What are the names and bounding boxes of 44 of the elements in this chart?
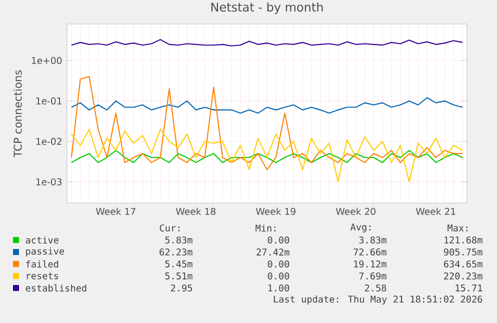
text: 5.83m <box>165 236 192 244</box>
text: Avg: <box>350 224 370 232</box>
text: 121.68m <box>444 236 482 244</box>
text: Last update: Thu May 21 18:51:02 2026 <box>274 295 482 305</box>
text: 220.23m <box>444 272 482 280</box>
text: 2.58 <box>364 284 386 292</box>
legend-label: active <box>26 236 58 244</box>
text: 5.45m <box>165 260 192 268</box>
text: 72.66m <box>354 248 386 256</box>
text: 7.69m <box>359 272 386 280</box>
line-series <box>70 76 464 170</box>
legend-label: resets <box>26 272 58 280</box>
text: 0.00 <box>268 260 290 268</box>
text: 19.12m <box>354 260 386 268</box>
text: 0.00 <box>268 236 290 244</box>
x-tick-label: Week 20 <box>336 208 376 215</box>
text: 62.23m <box>160 248 192 256</box>
text: 3.83m <box>359 236 386 244</box>
text: Min: <box>256 224 276 232</box>
legend-label: passive <box>26 247 64 257</box>
chart-title: Netstat - by month <box>211 2 323 14</box>
y-tick-label: 1e-02 <box>36 138 62 145</box>
x-tick-label: Week 19 <box>256 208 296 215</box>
text: 27.42m <box>256 248 290 256</box>
line-series <box>70 39 464 46</box>
text: 634.65m <box>444 260 482 268</box>
y-tick-label: 1e-01 <box>36 97 62 104</box>
text: 5.51m <box>165 272 192 280</box>
legend-label: established <box>26 284 86 292</box>
y-tick-label: 1e-03 <box>36 178 62 186</box>
text: Cur: <box>160 224 180 232</box>
text: Max: <box>448 224 468 232</box>
y-axis-title: TCP connections <box>14 70 22 158</box>
x-tick-label: Week 17 <box>96 208 136 215</box>
x-tick-label: Week 18 <box>176 208 216 215</box>
line-series <box>70 128 464 182</box>
text: 2.95 <box>170 284 192 292</box>
text: 905.75m <box>444 248 482 256</box>
text: 15.71 <box>456 284 482 292</box>
y-tick-label: 1e+00 <box>32 56 62 64</box>
legend-label: failed <box>26 260 58 268</box>
text: 0.00 <box>268 272 290 280</box>
x-tick-label: Week 21 <box>416 208 456 215</box>
text: 1.00 <box>268 284 290 292</box>
